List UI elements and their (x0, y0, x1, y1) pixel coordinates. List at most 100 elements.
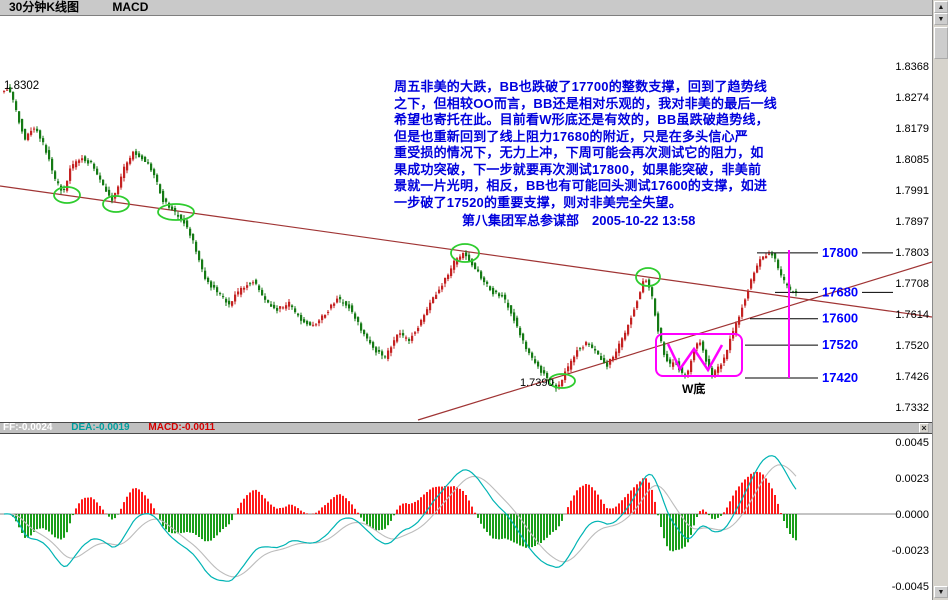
candle-body (585, 342, 588, 345)
candle-body (120, 176, 123, 188)
candle-body (621, 338, 624, 348)
candle-body (390, 347, 393, 353)
candle-body (141, 155, 144, 160)
candle-body (522, 333, 525, 341)
scroll-down-button-top[interactable]: ▼ (934, 13, 948, 25)
candle-body (285, 305, 288, 309)
candle-body (735, 323, 738, 335)
annotation-line: 之下，但相较OO而言，BB还是相对乐观的，我对非美的最后一线 (394, 95, 778, 111)
candle-body (414, 332, 417, 334)
candle-body (216, 287, 219, 293)
candle-body (315, 324, 318, 326)
candle-body (402, 333, 405, 336)
highlight-ellipse (635, 267, 661, 287)
candle-body (144, 157, 147, 162)
close-indicator-button[interactable]: × (919, 423, 929, 433)
candle-body (195, 241, 198, 252)
candle-body (303, 319, 306, 323)
candle-body (48, 150, 51, 160)
candle-body (432, 297, 435, 303)
candle-body (294, 308, 297, 313)
candle-body (198, 251, 201, 261)
macd-canvas[interactable]: 0.0045 0.0023 0.0000 -0.0023 -0.0045 (0, 434, 932, 600)
candle-body (465, 252, 468, 257)
candle-body (789, 286, 792, 290)
candle-body (672, 362, 675, 367)
candle-body (594, 348, 597, 351)
candle-body (714, 370, 717, 376)
scrollbar-thumb[interactable] (934, 27, 948, 59)
candle-body (543, 370, 546, 374)
candle-body (234, 294, 237, 302)
candle-body (393, 340, 396, 346)
candle-body (462, 253, 465, 259)
candle-body (252, 282, 255, 284)
candle-body (180, 214, 183, 220)
candle-body (741, 307, 744, 317)
candle-body (261, 289, 264, 296)
candle-body (249, 283, 252, 285)
candle-body (351, 305, 354, 312)
macd-axis-label: -0.0023 (892, 545, 929, 557)
price-axis-label: 1.7897 (895, 216, 929, 228)
candle-body (507, 302, 510, 308)
candle-body (753, 272, 756, 282)
candle-body (27, 133, 30, 140)
candle-body (786, 283, 789, 286)
candle-body (288, 301, 291, 307)
macd-value-label: MACD:-0.0011 (148, 422, 216, 433)
annotation-line: 周五非美的大跌，BB也跌破了17700的整数支撑，回到了趋势线 (394, 79, 768, 94)
candle-body (318, 320, 321, 324)
candle-body (651, 287, 654, 297)
candle-body (135, 151, 138, 155)
dea-line (4, 464, 797, 578)
candle-body (648, 279, 651, 288)
candle-body (603, 358, 606, 363)
candle-body (186, 220, 189, 228)
candle-body (546, 373, 549, 378)
price-axis-label: 1.7332 (895, 402, 929, 414)
ascending-support (417, 261, 932, 421)
candle-body (39, 130, 42, 139)
candle-body (774, 253, 777, 259)
candle-body (357, 317, 360, 322)
vertical-scrollbar[interactable]: ▲ ▼ ▼ (932, 0, 948, 600)
candle-body (498, 293, 501, 297)
candle-body (759, 259, 762, 267)
candle-body (444, 277, 447, 284)
candle-body (237, 291, 240, 295)
candle-body (171, 206, 174, 210)
candle-body (45, 145, 48, 153)
annotation-line: 果成功突破，下一步就要再次测试17800，如果能突破，非美前 (394, 161, 762, 177)
candle-body (72, 164, 75, 169)
candle-body (750, 279, 753, 289)
candle-body (192, 234, 195, 241)
candle-body (132, 151, 135, 160)
candle-body (483, 277, 486, 283)
candle-body (279, 306, 282, 309)
candle-body (162, 190, 165, 202)
candle-body (576, 350, 579, 357)
candle-body (210, 281, 213, 288)
macd-indicator-panel[interactable]: 0.0045 0.0023 0.0000 -0.0023 -0.0045 (0, 434, 932, 600)
candle-body (240, 288, 243, 295)
annotation-line: 希望也寄托在此。目前看W形底还是有效的，BB虽跌破趋势线， (394, 112, 769, 127)
main-kline-chart-area[interactable]: 17800 17680 17600 17520 17420 1.8368 1.8274 1.8… (0, 16, 932, 422)
candle-body (129, 157, 132, 164)
candle-body (105, 186, 108, 192)
kline-canvas[interactable]: 17800 17680 17600 17520 17420 1.8368 1.8274 1.8… (0, 16, 932, 422)
price-axis-label: 1.7520 (895, 340, 929, 352)
candle-body (480, 271, 483, 279)
candle-body (117, 186, 120, 195)
indicator-splitter-bar[interactable]: FF:-0.0024 DEA:-0.0019 MACD:-0.0011 × (0, 422, 932, 434)
candle-body (780, 269, 783, 276)
candle-body (36, 128, 39, 132)
scroll-down-button[interactable]: ▼ (934, 586, 948, 598)
candle-body (639, 292, 642, 300)
candle-body (342, 302, 345, 304)
diff-value-label: FF:-0.0024 (3, 422, 53, 433)
candle-body (57, 181, 60, 184)
candle-body (447, 274, 450, 279)
scroll-up-button[interactable]: ▲ (934, 1, 948, 13)
candle-body (366, 333, 369, 339)
